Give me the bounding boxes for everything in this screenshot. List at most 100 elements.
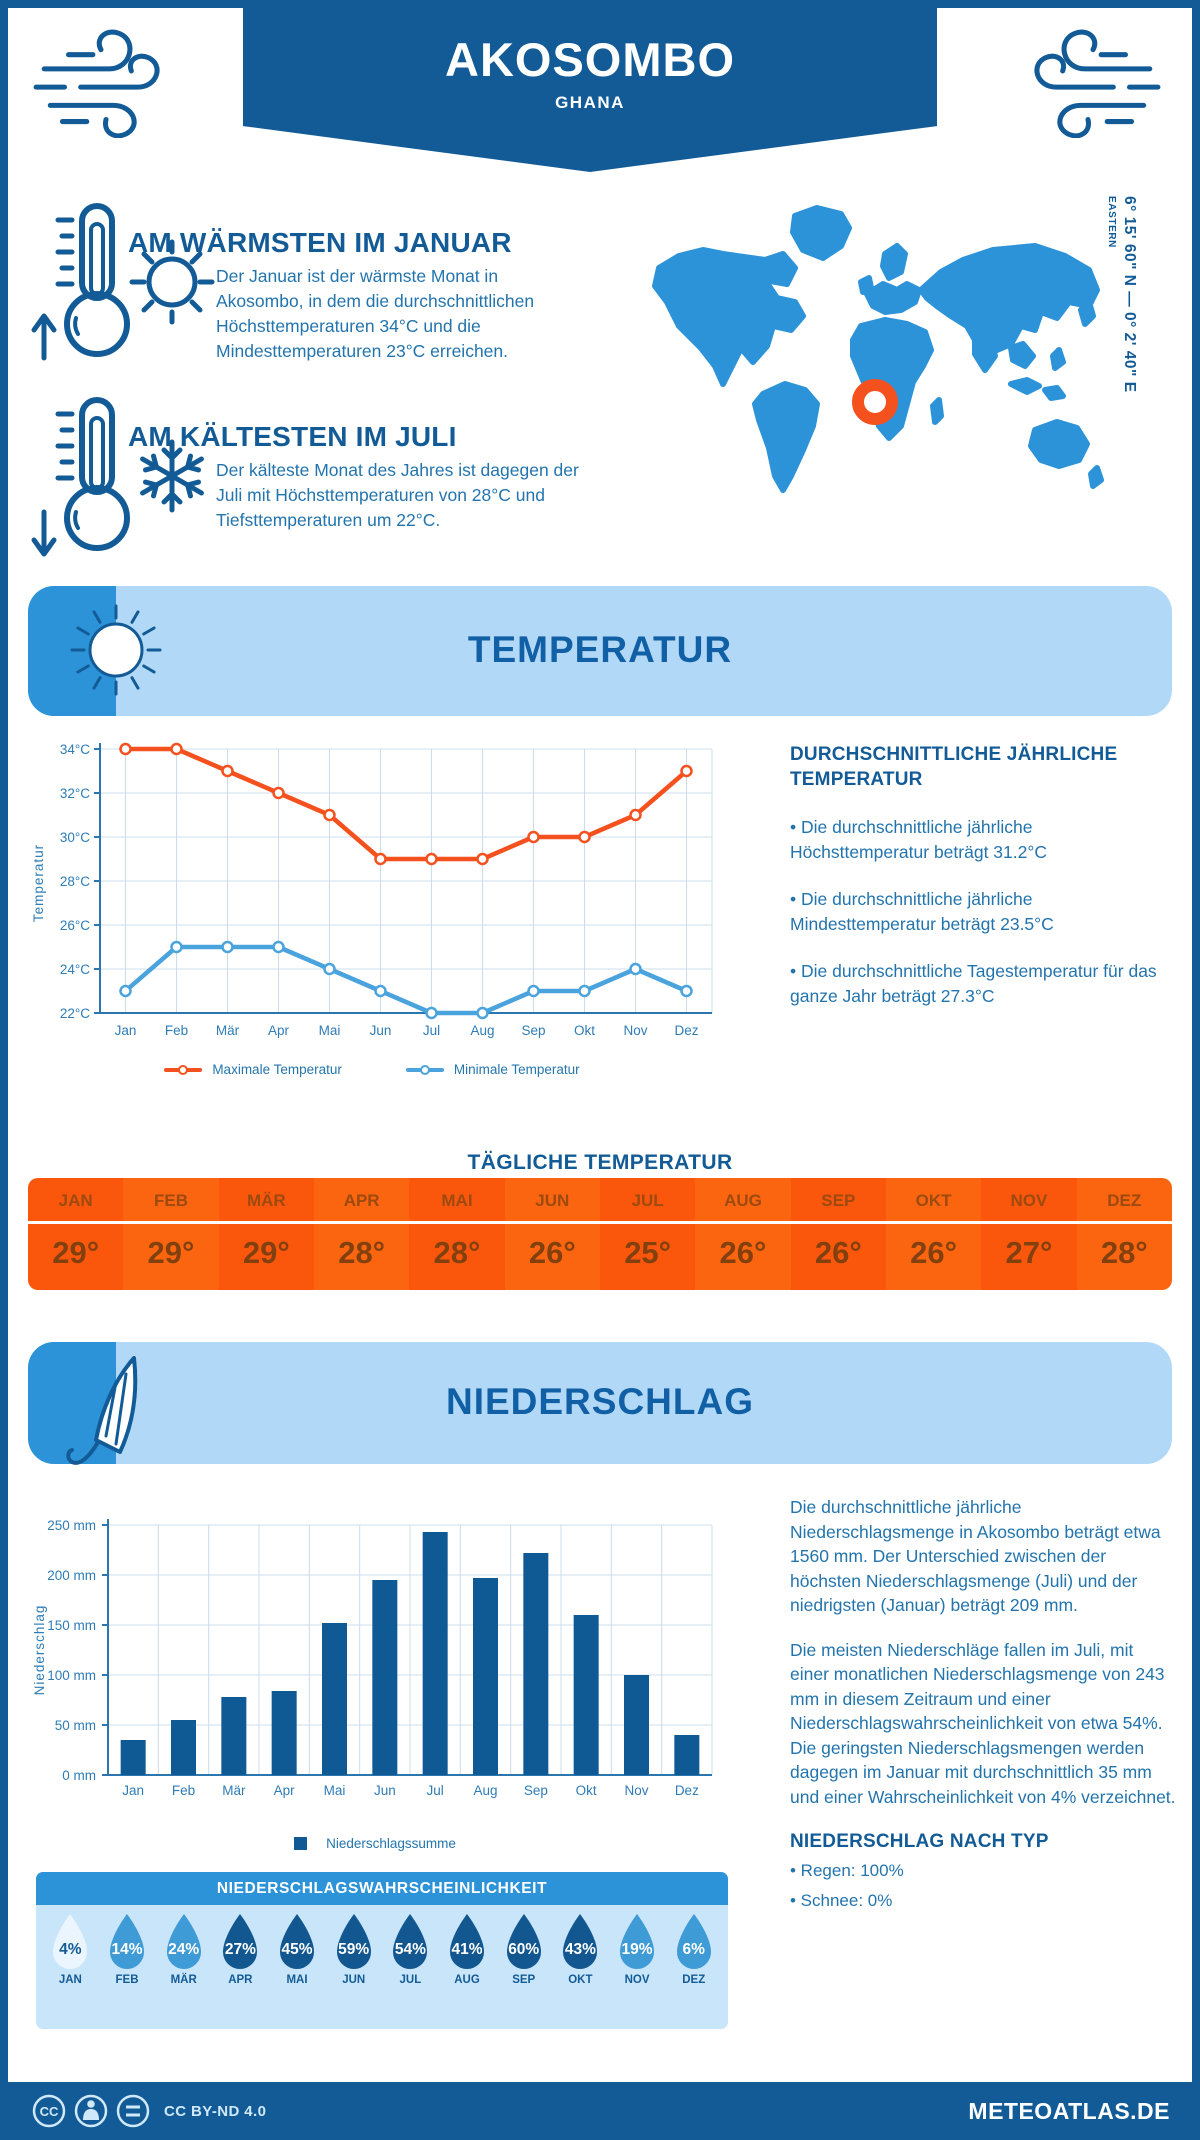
svg-text:Aug: Aug — [473, 1783, 497, 1798]
svg-text:Nov: Nov — [623, 1023, 647, 1038]
droplet-icon — [393, 1914, 428, 1969]
data-point — [272, 786, 285, 800]
probability-cell: 24% MÄR — [155, 1905, 212, 2029]
svg-text:28°C: 28°C — [60, 874, 90, 889]
probability-value: 6% — [682, 1941, 705, 1958]
world-map — [652, 205, 1104, 493]
svg-text:Okt: Okt — [574, 1023, 595, 1038]
daily-month: JAN — [28, 1178, 124, 1224]
daily-month: JUL — [599, 1178, 696, 1224]
svg-text:Jun: Jun — [370, 1023, 392, 1038]
probability-month: SEP — [512, 1974, 536, 1986]
svg-text:34°C: 34°C — [60, 742, 90, 757]
svg-text:Apr: Apr — [274, 1783, 296, 1798]
timezone-label: EASTERN — [1106, 196, 1117, 248]
daily-column: DEZ 28° — [1076, 1178, 1172, 1290]
daily-month: AUG — [695, 1178, 791, 1224]
temperature-bullet: • Die durchschnittliche jährliche Mindes… — [790, 889, 1054, 934]
warmest-title: AM WÄRMSTEN IM JANUAR — [128, 227, 512, 259]
probability-value: 45% — [281, 1941, 313, 1958]
legend-max-item: Maximale Temperatur — [164, 1062, 342, 1077]
probability-month: OKT — [568, 1974, 593, 1986]
precip-bar — [372, 1580, 398, 1775]
probability-cell: 41% AUG — [439, 1905, 496, 2029]
data-point — [374, 984, 387, 998]
probability-cell: 60% SEP — [495, 1905, 552, 2029]
svg-text:22°C: 22°C — [60, 1006, 90, 1021]
svg-text:Sep: Sep — [524, 1783, 548, 1798]
svg-text:Dez: Dez — [675, 1783, 699, 1798]
daily-month: OKT — [885, 1178, 982, 1224]
location-marker — [852, 379, 898, 425]
precipitation-summary: Die durchschnittliche jährliche Niedersc… — [790, 1495, 1176, 1914]
wind-icon — [1034, 29, 1161, 138]
svg-text:200 mm: 200 mm — [47, 1568, 96, 1583]
data-point — [629, 808, 642, 822]
data-point — [323, 962, 336, 976]
data-point — [272, 940, 285, 954]
probability-value: 41% — [451, 1941, 483, 1958]
header-banner: AKOSOMBO GHANA — [243, 8, 937, 172]
probability-value: 27% — [224, 1941, 256, 1958]
precipitation-probability-panel: NIEDERSCHLAGSWAHRSCHEINLICHKEIT 4% JAN 14%… — [36, 1872, 728, 2029]
precip-bar — [271, 1691, 297, 1775]
precip-bar — [221, 1697, 247, 1775]
svg-text:24°C: 24°C — [60, 962, 90, 977]
precipitation-section-header: NIEDERSCHLAG — [28, 1342, 1172, 1465]
legend-max-label: Maximale Temperatur — [212, 1062, 342, 1077]
probability-month: NOV — [624, 1974, 650, 1986]
precipitation-paragraph: Die durchschnittliche jährliche Niedersc… — [790, 1497, 1161, 1615]
legend-min-label: Minimale Temperatur — [453, 1062, 580, 1077]
svg-text:Apr: Apr — [268, 1023, 290, 1038]
umbrella-icon — [66, 1356, 138, 1465]
probability-cell: 54% JUL — [382, 1905, 439, 2029]
coldest-text: Der kälteste Monat des Jahres ist dagege… — [216, 459, 579, 530]
daily-column: AUG 26° — [695, 1178, 791, 1290]
svg-text:50 mm: 50 mm — [55, 1718, 96, 1733]
droplet-icon — [336, 1914, 371, 1969]
probability-cell: 4% JAN — [42, 1905, 99, 2029]
daily-month: SEP — [790, 1178, 886, 1224]
droplet-icon — [280, 1914, 315, 1969]
daily-month: MÄR — [218, 1178, 314, 1224]
probability-month: JAN — [58, 1974, 82, 1986]
footer: CC CC BY-ND 4.0 METEOATLAS.DE — [0, 2082, 1200, 2140]
temperature-chart-legend: Maximale Temperatur Minimale Temperatur — [30, 1062, 714, 1077]
license-label: CC BY-ND 4.0 — [164, 2102, 267, 2120]
data-point — [578, 984, 591, 998]
legend-min-item: Minimale Temperatur — [405, 1062, 580, 1077]
daily-value: 26° — [528, 1235, 576, 1270]
probability-month: JUN — [342, 1974, 366, 1986]
daily-column: MÄR 29° — [218, 1178, 314, 1290]
sun-icon — [70, 604, 162, 696]
coordinates: EASTERN 6° 15' 60" N — 0° 2' 40" E — [1106, 196, 1138, 393]
daily-value: 29° — [52, 1235, 100, 1270]
svg-text:Temperatur: Temperatur — [31, 844, 46, 922]
probability-value: 14% — [111, 1941, 143, 1958]
droplet-icon — [166, 1914, 201, 1969]
svg-text:250 mm: 250 mm — [47, 1518, 96, 1533]
temperature-section-header: TEMPERATUR — [28, 586, 1172, 716]
legend-sum-item: Niederschlagssumme — [294, 1836, 456, 1851]
precip-bar — [322, 1623, 347, 1775]
svg-text:Jul: Jul — [423, 1023, 440, 1038]
daily-month: MAI — [409, 1178, 505, 1224]
precipitation-type-title: NIEDERSCHLAG NACH TYP — [790, 1831, 1049, 1852]
daily-column: OKT 26° — [885, 1178, 982, 1290]
daily-value: 27° — [1005, 1235, 1053, 1270]
daily-value: 28° — [338, 1235, 386, 1270]
temperature-chart: 22°C 24°C 26°C 28°C 30°C 32°C 34°C Jan Feb Mär Apr… — [31, 742, 713, 1038]
data-point — [119, 742, 132, 756]
daily-column: APR 28° — [313, 1178, 410, 1290]
probability-cell: 19% NOV — [609, 1905, 666, 2029]
daily-month: NOV — [981, 1178, 1077, 1224]
probability-value: 19% — [621, 1941, 653, 1958]
droplet-icon — [620, 1914, 655, 1969]
daily-value: 26° — [719, 1235, 767, 1270]
precip-bar — [573, 1615, 599, 1775]
probability-cell: 14% FEB — [99, 1905, 156, 2029]
svg-text:32°C: 32°C — [60, 786, 90, 801]
data-point — [527, 830, 540, 844]
daily-value: 29° — [242, 1235, 290, 1270]
